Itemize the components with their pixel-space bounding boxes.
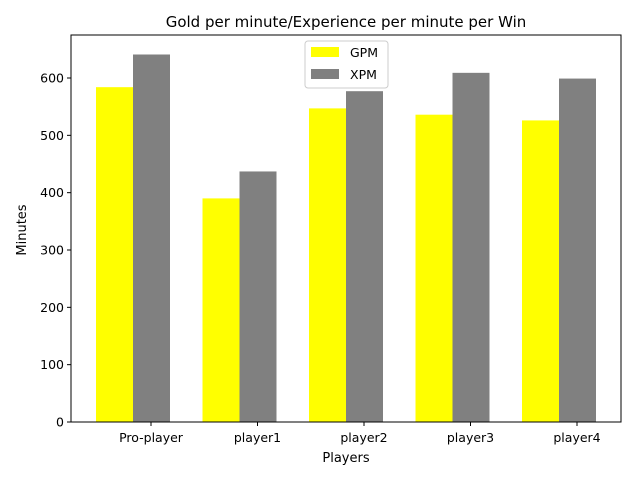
legend-swatch-gpm xyxy=(311,47,339,57)
bar-xpm-player4 xyxy=(559,78,596,422)
legend: GPM XPM xyxy=(304,40,389,89)
y-tick-label-300: 300 xyxy=(40,243,64,258)
chart-title: Gold per minute/Experience per minute pe… xyxy=(166,13,527,31)
x-tick-label-pro-player: Pro-player xyxy=(119,430,184,445)
y-tick-label-500: 500 xyxy=(40,128,64,143)
ticks-group: 0 100 200 300 400 500 600 Pro-player player1 play… xyxy=(40,71,601,446)
y-axis-label: Minutes xyxy=(15,204,30,255)
y-tick-label-200: 200 xyxy=(40,300,64,315)
y-tick-label-600: 600 xyxy=(40,71,64,86)
bar-gpm-player4 xyxy=(522,120,559,422)
bars-group xyxy=(96,54,596,423)
axes-group xyxy=(70,34,622,423)
y-tick-label-100: 100 xyxy=(40,357,64,372)
bar-gpm-player1 xyxy=(202,198,240,422)
y-tick-label-0: 0 xyxy=(56,415,64,430)
bar-gpm-player2 xyxy=(309,108,346,423)
x-axis-label: Players xyxy=(322,451,369,466)
legend-label-gpm: GPM xyxy=(350,45,378,60)
x-tick-label-player1: player1 xyxy=(234,430,281,445)
bar-xpm-player1 xyxy=(239,171,277,422)
bar-xpm-pro-player xyxy=(133,54,170,422)
x-tick-label-player3: player3 xyxy=(447,430,494,445)
bar-gpm-player3 xyxy=(415,114,453,423)
x-tick-label-player2: player2 xyxy=(340,430,387,445)
bar-gpm-pro-player xyxy=(96,87,133,422)
x-tick-label-player4: player4 xyxy=(553,430,600,445)
bar-xpm-player3 xyxy=(452,72,490,422)
plot-frame xyxy=(70,34,622,423)
y-tick-label-400: 400 xyxy=(40,185,64,200)
legend-label-xpm: XPM xyxy=(350,67,377,82)
legend-swatch-xpm xyxy=(311,69,339,79)
bar-xpm-player2 xyxy=(346,91,383,422)
